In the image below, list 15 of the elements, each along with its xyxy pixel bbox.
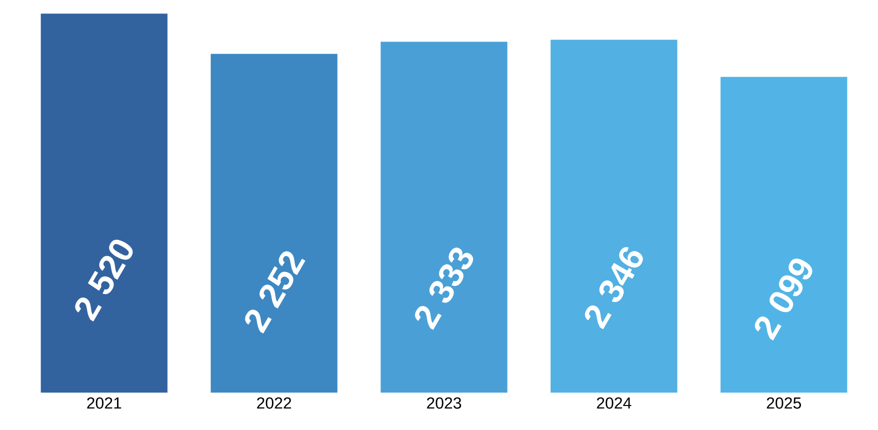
x-tick-label: 2025 — [766, 397, 801, 409]
x-tick-label: 2023 — [427, 397, 462, 409]
x-tick-label: 2021 — [87, 397, 122, 409]
data-label: 2 346 — [584, 247, 643, 330]
bar — [550, 40, 678, 393]
x-tick-label: 2024 — [596, 397, 632, 409]
data-label: 2 520 — [75, 240, 133, 322]
bar — [720, 76, 848, 393]
x-tick-label: 2022 — [257, 397, 292, 409]
bar — [380, 42, 508, 393]
data-label: 2 333 — [415, 248, 474, 330]
bar — [210, 54, 338, 393]
data-label: 2 252 — [245, 251, 306, 334]
data-label: 2 099 — [754, 258, 812, 340]
bar — [40, 14, 168, 393]
